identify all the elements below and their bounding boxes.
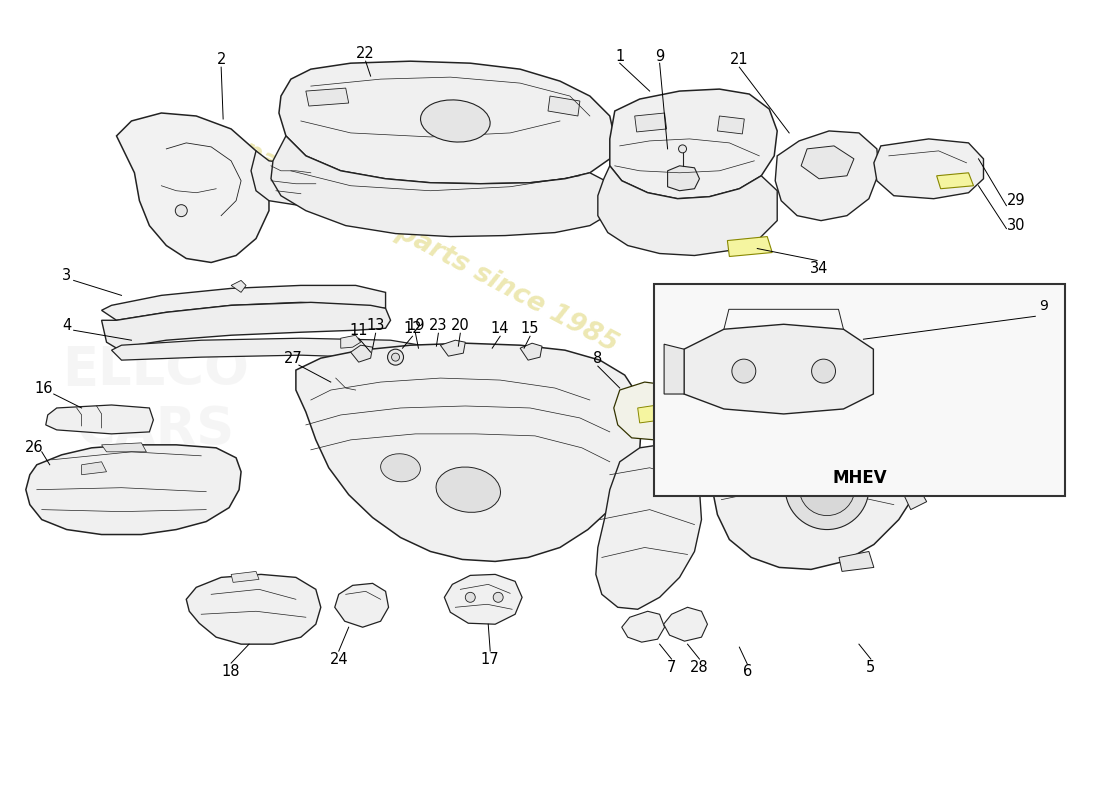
Polygon shape (440, 340, 465, 356)
Text: 34: 34 (810, 261, 828, 276)
Text: a passion for parts since 1985: a passion for parts since 1985 (214, 124, 623, 358)
Bar (654, 285, 1065, 496)
Text: 5: 5 (867, 659, 876, 674)
Text: 3: 3 (62, 268, 72, 283)
Polygon shape (520, 343, 542, 360)
Text: 8: 8 (593, 350, 603, 366)
Polygon shape (251, 151, 336, 206)
Text: ELLCO
CARS: ELLCO CARS (62, 344, 249, 456)
Polygon shape (306, 88, 349, 106)
Polygon shape (444, 574, 522, 624)
Text: 19: 19 (406, 318, 425, 333)
Text: 30: 30 (1008, 218, 1025, 233)
Circle shape (679, 145, 686, 153)
Polygon shape (597, 166, 778, 255)
Polygon shape (231, 571, 258, 582)
Text: 18: 18 (222, 663, 241, 678)
Text: 4: 4 (62, 318, 72, 333)
Circle shape (732, 359, 756, 383)
Polygon shape (351, 345, 373, 362)
Polygon shape (717, 116, 745, 134)
Polygon shape (271, 136, 615, 237)
Circle shape (799, 460, 855, 515)
Polygon shape (621, 611, 664, 642)
Polygon shape (111, 338, 446, 365)
Polygon shape (635, 113, 667, 132)
Polygon shape (296, 343, 641, 562)
Text: 11: 11 (350, 322, 367, 338)
Text: 16: 16 (34, 381, 53, 395)
Polygon shape (638, 405, 661, 423)
Text: 29: 29 (1008, 193, 1025, 208)
Polygon shape (231, 281, 246, 292)
Circle shape (785, 446, 869, 530)
Polygon shape (101, 302, 390, 348)
Text: 28: 28 (690, 659, 708, 674)
Polygon shape (873, 139, 983, 198)
Polygon shape (341, 335, 361, 348)
Polygon shape (727, 237, 772, 257)
Polygon shape (664, 344, 684, 394)
Circle shape (392, 353, 399, 361)
Ellipse shape (381, 454, 420, 482)
Polygon shape (81, 462, 107, 474)
Ellipse shape (420, 100, 491, 142)
Polygon shape (839, 551, 873, 571)
Polygon shape (904, 488, 926, 510)
Polygon shape (548, 96, 580, 116)
Polygon shape (712, 368, 926, 570)
Polygon shape (186, 574, 321, 644)
Text: 26: 26 (24, 440, 43, 455)
Text: 20: 20 (451, 318, 470, 333)
Text: 1: 1 (615, 49, 625, 64)
Text: 9: 9 (1038, 299, 1047, 314)
Text: 14: 14 (491, 321, 509, 336)
Polygon shape (609, 89, 778, 198)
Text: 7: 7 (667, 659, 676, 674)
Text: 22: 22 (356, 46, 375, 61)
Text: 13: 13 (366, 318, 385, 333)
Ellipse shape (436, 467, 500, 512)
Polygon shape (614, 382, 682, 440)
Text: 24: 24 (329, 651, 348, 666)
Text: 15: 15 (520, 321, 539, 336)
Text: MHEV: MHEV (833, 469, 887, 486)
Polygon shape (596, 445, 702, 610)
Polygon shape (334, 583, 388, 627)
Text: 6: 6 (742, 663, 752, 678)
Circle shape (465, 592, 475, 602)
Polygon shape (684, 324, 873, 414)
Polygon shape (101, 443, 146, 452)
Polygon shape (801, 146, 854, 178)
Text: 12: 12 (404, 321, 421, 336)
Circle shape (493, 592, 503, 602)
Text: 27: 27 (284, 350, 302, 366)
Polygon shape (322, 375, 368, 408)
Text: 17: 17 (481, 651, 499, 666)
Polygon shape (663, 607, 707, 641)
Polygon shape (353, 350, 383, 373)
Polygon shape (25, 445, 241, 534)
Polygon shape (279, 61, 615, 184)
Polygon shape (101, 286, 386, 320)
Circle shape (175, 205, 187, 217)
Polygon shape (668, 166, 700, 190)
Polygon shape (46, 405, 153, 434)
Text: 23: 23 (429, 318, 448, 333)
Circle shape (812, 359, 836, 383)
Text: 9: 9 (654, 49, 664, 64)
Text: 2: 2 (217, 52, 226, 66)
Text: 21: 21 (730, 52, 749, 66)
Polygon shape (937, 173, 974, 189)
Circle shape (387, 349, 404, 365)
Polygon shape (776, 131, 879, 221)
Polygon shape (117, 113, 270, 262)
